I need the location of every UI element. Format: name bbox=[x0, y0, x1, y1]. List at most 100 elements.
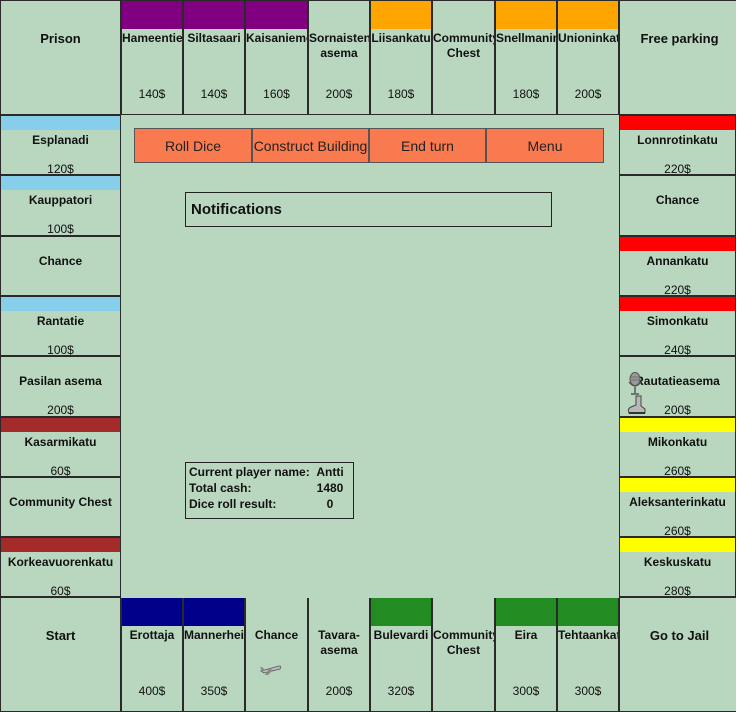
corner-start[interactable]: Start bbox=[0, 597, 121, 712]
space-name: Hameentie bbox=[122, 31, 183, 45]
board-space[interactable]: Community Chest bbox=[432, 0, 495, 115]
board-space[interactable]: Annankatu 220$ bbox=[619, 236, 736, 296]
space-price: 200$ bbox=[325, 684, 353, 698]
board-space[interactable]: Rantatie 100$ bbox=[0, 296, 121, 356]
board-space[interactable]: Tavara-asema 200$ bbox=[308, 597, 370, 712]
space-price: 200$ bbox=[664, 403, 691, 417]
color-band bbox=[184, 1, 244, 29]
board-space[interactable]: Kaisanieme 160$ bbox=[245, 0, 308, 115]
space-name: Eira bbox=[514, 628, 538, 642]
corner-prison-label: Prison bbox=[40, 31, 81, 46]
color-band bbox=[558, 1, 618, 29]
board-space[interactable]: Eira 300$ bbox=[495, 597, 557, 712]
corner-prison[interactable]: Prison bbox=[0, 0, 121, 115]
space-name: Keskuskatu bbox=[643, 555, 712, 569]
board-space[interactable]: Chance bbox=[619, 175, 736, 236]
notifications-title: Notifications bbox=[191, 201, 282, 218]
space-name: Tavara-asema bbox=[318, 628, 360, 657]
roll-dice-button[interactable]: Roll Dice bbox=[134, 128, 252, 163]
color-band bbox=[496, 1, 556, 29]
space-name: Mikonkatu bbox=[647, 435, 708, 449]
corner-go-to-jail[interactable]: Go to Jail bbox=[619, 597, 740, 712]
board-space[interactable]: Simonkatu 240$ bbox=[619, 296, 736, 356]
board-space[interactable]: Kauppatori 100$ bbox=[0, 175, 121, 236]
board-space[interactable]: Esplanadi 120$ bbox=[0, 115, 121, 175]
board-space[interactable]: Rautatieasema 200$ bbox=[619, 356, 736, 417]
space-price: 200$ bbox=[574, 87, 602, 101]
board-space[interactable]: Community Chest bbox=[432, 597, 495, 712]
space-name: Bulevardi bbox=[373, 628, 429, 642]
color-band bbox=[184, 598, 244, 626]
board-space[interactable]: Sornaisten asema 200$ bbox=[308, 0, 370, 115]
board-space[interactable]: Siltasaari 140$ bbox=[183, 0, 245, 115]
color-band bbox=[1, 297, 120, 311]
space-price: 100$ bbox=[47, 343, 74, 356]
space-name: Chance bbox=[254, 628, 299, 642]
window-edge bbox=[736, 0, 740, 712]
space-name: Chance bbox=[38, 254, 83, 268]
space-price: 60$ bbox=[50, 584, 71, 597]
total-cash-value: 1480 bbox=[316, 481, 344, 495]
space-price: 400$ bbox=[138, 684, 166, 698]
space-name: Community Chest bbox=[9, 495, 112, 509]
space-name: Mannerhei bbox=[184, 628, 245, 642]
player-name-value: Antti bbox=[316, 465, 344, 479]
board-space[interactable]: Mannerhei 350$ bbox=[183, 597, 245, 712]
board-center bbox=[121, 115, 619, 598]
board-space[interactable]: Korkeavuorenkatu 60$ bbox=[0, 537, 121, 597]
board-space[interactable]: Community Chest bbox=[0, 477, 121, 537]
space-name: Rautatieasema bbox=[635, 374, 720, 388]
board-space[interactable]: Tehtaankat 300$ bbox=[557, 597, 619, 712]
space-price: 200$ bbox=[47, 403, 74, 417]
board-space[interactable]: Kasarmikatu 60$ bbox=[0, 417, 121, 477]
board-space[interactable]: Hameentie 140$ bbox=[121, 0, 183, 115]
color-band bbox=[620, 116, 735, 130]
dice-roll-value: 0 bbox=[326, 497, 334, 511]
board-space[interactable]: Keskuskatu 280$ bbox=[619, 537, 736, 597]
airplane-token-icon[interactable] bbox=[259, 661, 283, 677]
color-band bbox=[1, 176, 120, 190]
board-space[interactable]: Aleksanterinkatu 260$ bbox=[619, 477, 736, 537]
space-name: Chance bbox=[655, 193, 700, 207]
space-price: 300$ bbox=[512, 684, 540, 698]
space-price: 140$ bbox=[138, 87, 166, 101]
board-space[interactable]: Mikonkatu 260$ bbox=[619, 417, 736, 477]
construct-building-button[interactable]: Construct Building bbox=[252, 128, 369, 163]
boot-token-icon[interactable] bbox=[625, 395, 647, 415]
total-cash-label: Total cash: bbox=[189, 481, 252, 495]
space-price: 140$ bbox=[200, 87, 228, 101]
space-price: 180$ bbox=[512, 87, 540, 101]
space-price: 260$ bbox=[664, 464, 691, 477]
board-space[interactable]: Snellmanin 180$ bbox=[495, 0, 557, 115]
board-space[interactable]: Chance bbox=[245, 597, 308, 712]
board-space[interactable]: Pasilan asema 200$ bbox=[0, 356, 121, 417]
board-space[interactable]: Lonnrotinkatu 220$ bbox=[619, 115, 736, 175]
color-band bbox=[1, 418, 120, 432]
corner-free-parking[interactable]: Free parking bbox=[619, 0, 740, 115]
space-name: Siltasaari bbox=[187, 31, 241, 45]
total-cash-row: Total cash: 1480 bbox=[188, 480, 351, 496]
space-price: 320$ bbox=[387, 684, 415, 698]
space-name: Annankatu bbox=[646, 254, 709, 268]
space-price: 240$ bbox=[664, 343, 691, 356]
board-space[interactable]: Liisankatu 180$ bbox=[370, 0, 432, 115]
space-price: 280$ bbox=[664, 584, 691, 597]
board-space[interactable]: Unioninkat 200$ bbox=[557, 0, 619, 115]
space-name: Unioninkat bbox=[558, 31, 619, 45]
board-space[interactable]: Bulevardi 320$ bbox=[370, 597, 432, 712]
space-price: 350$ bbox=[200, 684, 228, 698]
board-space[interactable]: Erottaja 400$ bbox=[121, 597, 183, 712]
player-name-row: Current player name: Antti bbox=[188, 464, 351, 480]
color-band bbox=[558, 598, 618, 626]
space-name: Simonkatu bbox=[646, 314, 709, 328]
space-price: 260$ bbox=[664, 524, 691, 537]
space-price: 160$ bbox=[263, 87, 290, 101]
corner-start-label: Start bbox=[45, 628, 76, 643]
color-band bbox=[371, 598, 431, 626]
end-turn-button[interactable]: End turn bbox=[369, 128, 486, 163]
corner-go-to-jail-label: Go to Jail bbox=[649, 628, 710, 643]
board-space[interactable]: Chance bbox=[0, 236, 121, 296]
microphone-token-icon[interactable] bbox=[627, 372, 643, 396]
menu-button[interactable]: Menu bbox=[486, 128, 604, 163]
color-band bbox=[496, 598, 556, 626]
